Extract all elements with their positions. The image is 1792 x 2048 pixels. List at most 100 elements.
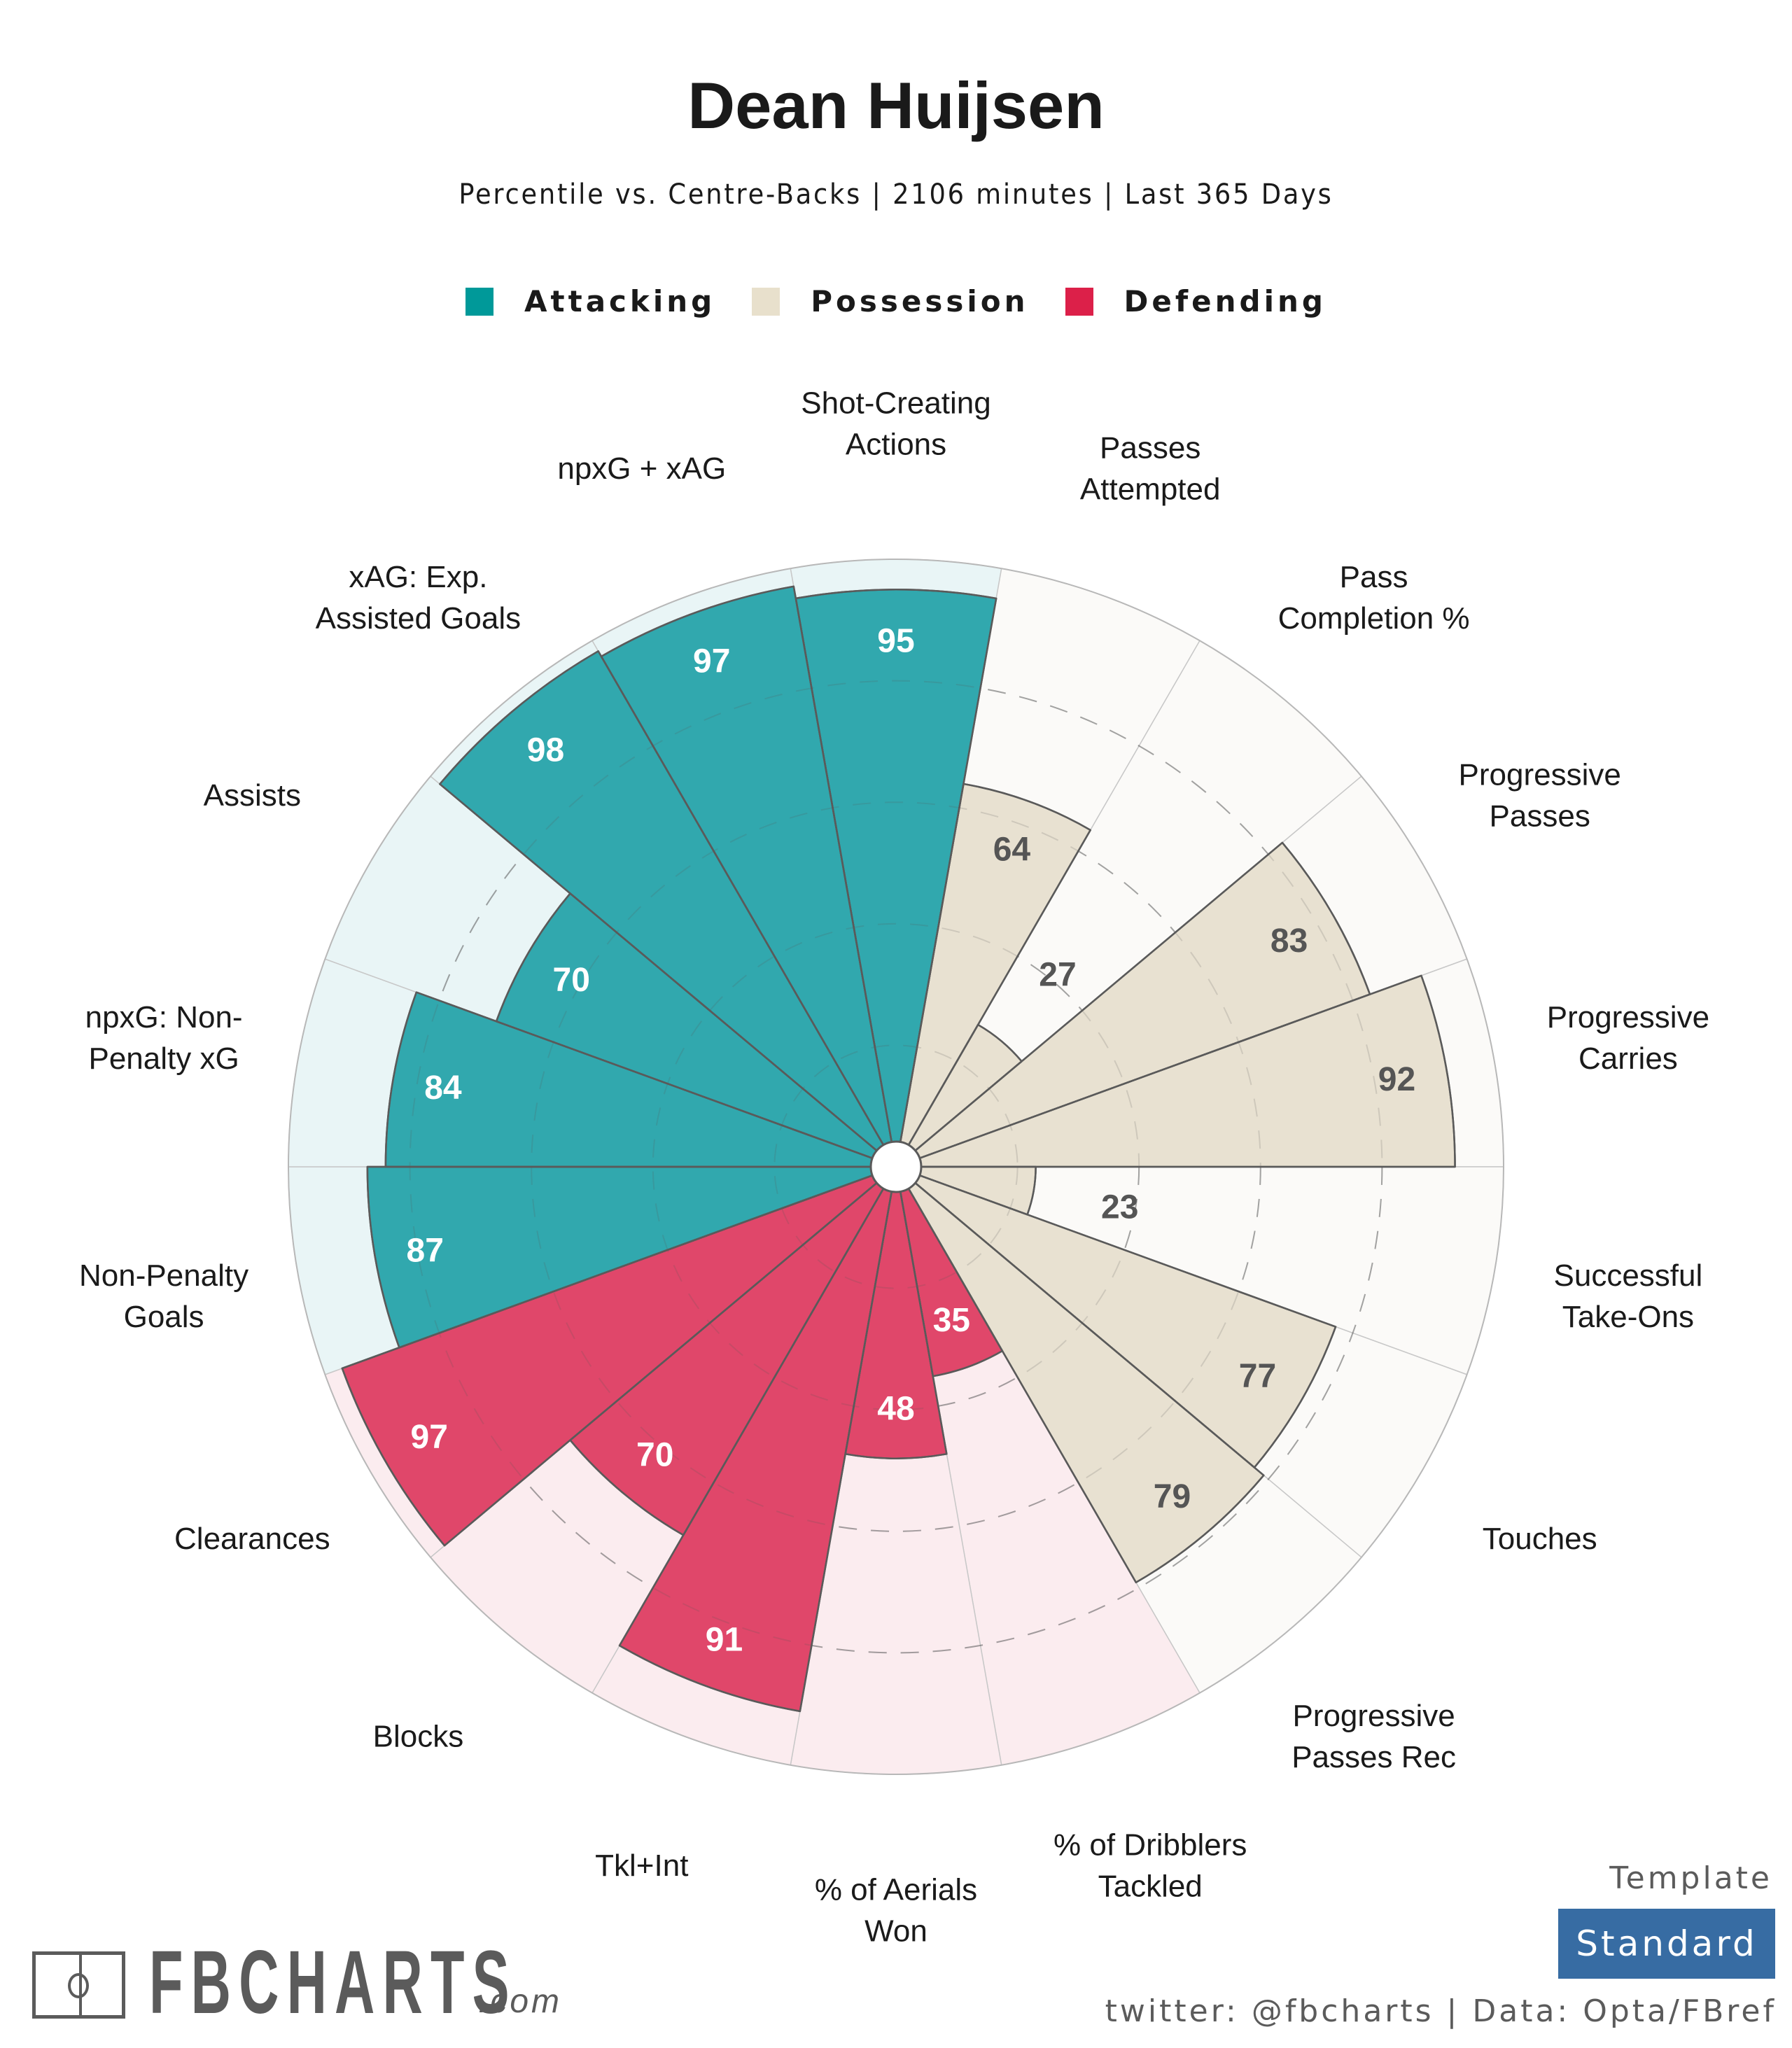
- category-label: npxG + xAG: [557, 451, 726, 486]
- value-label: 92: [1378, 1061, 1415, 1098]
- category-label: Progressive Carries: [1547, 1000, 1709, 1076]
- category-label-line: Passes: [1100, 431, 1200, 465]
- legend-swatch-attacking: [465, 288, 494, 316]
- bar-outline-progressive-passes: [895, 841, 1371, 1168]
- bar-outline-assists: [495, 892, 897, 1168]
- bar-outline-non-penalty-goals: [366, 1165, 897, 1349]
- legend-swatch-defending: [1065, 288, 1093, 316]
- category-label-line: Assisted Goals: [316, 601, 521, 636]
- category-label: Touches: [1483, 1522, 1597, 1556]
- pitch-centre-circle: [68, 1973, 89, 1999]
- bar-outline-touches: [895, 1165, 1337, 1468]
- category-label-line: Actions: [846, 428, 946, 462]
- value-label: 98: [527, 732, 564, 769]
- value-label: 97: [693, 643, 730, 680]
- value-label: 79: [1154, 1478, 1191, 1515]
- template-label: Template: [1609, 1860, 1772, 1896]
- category-label: Pass Completion %: [1278, 560, 1470, 636]
- value-label: 64: [993, 832, 1031, 869]
- category-label: Progressive Passes Rec: [1292, 1699, 1456, 1774]
- category-label-line: npxG + xAG: [557, 451, 726, 486]
- bar-outline-npxg-non-penalty-xg: [384, 991, 897, 1168]
- legend-label-attacking: Attacking: [524, 284, 716, 318]
- category-label-line: Attempted: [1080, 472, 1221, 507]
- category-label: Non-Penalty Goals: [79, 1258, 248, 1334]
- bar-outline-npxg-xag: [600, 585, 897, 1168]
- bars: [341, 585, 1456, 1713]
- category-label-line: Tackled: [1098, 1870, 1203, 1904]
- category-label-line: Tkl+Int: [595, 1849, 688, 1883]
- gridlines-over-bars: [288, 559, 1504, 1775]
- chart-subtitle: Percentile vs. Centre-Backs | 2106 minut…: [458, 178, 1334, 211]
- bar-outline-tkl-int: [618, 1165, 897, 1713]
- chart-title: Dean Huijsen: [687, 69, 1105, 142]
- value-label: 77: [1239, 1358, 1276, 1395]
- category-label: Shot-Creating Actions: [801, 386, 990, 462]
- legend-item-possession: Possession: [752, 287, 1028, 316]
- bar-outline-passes-attempted: [895, 783, 1092, 1168]
- category-label: Successful Take-Ons: [1554, 1258, 1703, 1334]
- category-label-line: Carries: [1578, 1041, 1678, 1076]
- logo-wordmark: FBCHARTS: [149, 1933, 517, 2033]
- legend-item-defending: Defending: [1065, 287, 1326, 316]
- legend-label-possession: Possession: [811, 284, 1029, 318]
- bar-outline-clearances: [341, 1165, 897, 1547]
- value-label: 83: [1270, 923, 1308, 960]
- bar-outline-shot-creating-actions: [794, 589, 997, 1168]
- bar-outline-xag-exp-assisted-goals: [439, 650, 897, 1168]
- category-label-line: % of Dribblers: [1054, 1828, 1247, 1863]
- category-label-line: Touches: [1483, 1522, 1597, 1556]
- category-label-line: Shot-Creating: [801, 386, 990, 421]
- category-label: Blocks: [373, 1720, 464, 1754]
- category-label-line: Progressive: [1547, 1000, 1709, 1034]
- fbcharts-logo: FBCHARTS .com: [32, 1933, 563, 2033]
- bar-outline-blocks: [569, 1165, 897, 1536]
- category-label: Tkl+Int: [595, 1849, 688, 1883]
- logo-suffix: .com: [478, 1983, 563, 2021]
- category-label: Passes Attempted: [1080, 431, 1221, 507]
- category-label: % of Aerials Won: [815, 1873, 977, 1949]
- value-labels: 95 64 27 83 92 23 77 79 35 48 91 70 97 87 84 70 98 97: [407, 622, 1416, 1658]
- category-label-line: Penalty xG: [88, 1041, 239, 1076]
- category-label-line: Passes Rec: [1292, 1740, 1456, 1774]
- bar-outline-of-aerials-won: [844, 1165, 948, 1459]
- legend-label-defending: Defending: [1124, 284, 1326, 318]
- value-label: 84: [424, 1069, 462, 1107]
- category-label: Progressive Passes: [1459, 758, 1621, 834]
- data-credit: twitter: @fbcharts | Data: Opta/FBref: [1105, 1993, 1777, 2029]
- category-label-line: % of Aerials: [815, 1873, 977, 1907]
- category-label-line: Won: [864, 1914, 927, 1949]
- category-label-line: Take-Ons: [1562, 1300, 1694, 1334]
- template-badge: Standard: [1558, 1909, 1775, 1979]
- value-label: 23: [1101, 1188, 1138, 1226]
- category-label-line: Progressive: [1292, 1699, 1455, 1733]
- category-label-line: Pass: [1340, 560, 1408, 594]
- outer-ring: [288, 559, 1504, 1775]
- category-label-line: Non-Penalty: [79, 1258, 248, 1293]
- category-label-line: Assists: [204, 778, 301, 813]
- category-label-line: Successful: [1554, 1258, 1703, 1293]
- category-label: Clearances: [174, 1522, 330, 1556]
- value-label: 91: [706, 1622, 743, 1659]
- value-label: 27: [1039, 957, 1076, 994]
- value-label: 97: [411, 1419, 448, 1456]
- legend-item-attacking: Attacking: [465, 287, 715, 316]
- category-label-line: npxG: Non-: [85, 1000, 243, 1034]
- category-label: % of Dribblers Tackled: [1054, 1828, 1247, 1904]
- category-label-line: Clearances: [174, 1522, 330, 1556]
- value-label: 95: [877, 622, 914, 659]
- category-label-line: Completion %: [1278, 601, 1470, 636]
- category-label: Assists: [204, 778, 301, 813]
- category-label-line: Progressive: [1459, 758, 1621, 792]
- category-label-line: Goals: [124, 1300, 204, 1334]
- center-circle: [869, 1140, 923, 1193]
- category-label-line: Passes: [1490, 799, 1590, 834]
- legend-swatch-possession: [752, 288, 780, 316]
- value-label: 48: [877, 1391, 914, 1428]
- value-label: 35: [933, 1302, 970, 1339]
- category-label: xAG: Exp. Assisted Goals: [316, 560, 521, 636]
- category-label: npxG: Non- Penalty xG: [85, 1000, 243, 1076]
- value-label: 70: [553, 962, 590, 999]
- bar-outline-progressive-passes-rec: [895, 1165, 1265, 1584]
